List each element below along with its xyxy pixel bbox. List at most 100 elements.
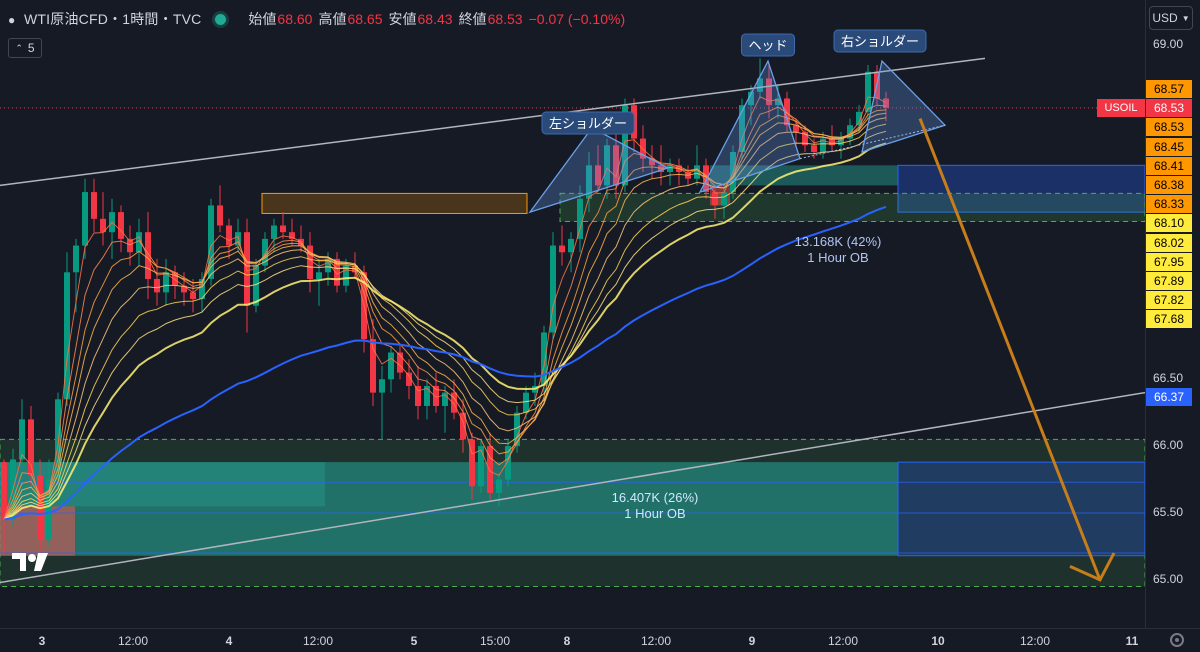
slow-ma-line[interactable]	[3, 205, 887, 521]
candle-body[interactable]	[316, 272, 322, 279]
candle-body[interactable]	[811, 145, 817, 152]
candle-body[interactable]	[856, 111, 862, 126]
candle-body[interactable]	[199, 278, 205, 300]
candle-body[interactable]	[487, 446, 493, 493]
candle-body[interactable]	[766, 78, 772, 106]
candle-body[interactable]	[280, 225, 286, 233]
ema-ribbon-line[interactable]	[3, 112, 887, 520]
candle-body[interactable]	[577, 198, 583, 239]
pattern-triangle[interactable]	[528, 127, 670, 214]
candle-body[interactable]	[118, 212, 124, 239]
candle-body[interactable]	[307, 245, 313, 279]
candle-body[interactable]	[217, 205, 223, 226]
candle-body[interactable]	[433, 385, 439, 406]
candle-body[interactable]	[163, 272, 169, 293]
candle-body[interactable]	[829, 138, 835, 146]
candle-body[interactable]	[388, 352, 394, 380]
candle-body[interactable]	[523, 392, 529, 413]
candle-body[interactable]	[757, 78, 763, 92]
candle-body[interactable]	[1, 462, 7, 520]
candle-body[interactable]	[775, 98, 781, 106]
candle-body[interactable]	[46, 479, 52, 540]
pattern-label-box[interactable]	[741, 33, 795, 57]
candle-body[interactable]	[343, 265, 349, 286]
candle-body[interactable]	[91, 192, 97, 219]
candle-body[interactable]	[604, 145, 610, 186]
trend-channel-line[interactable]	[0, 57, 986, 187]
candle-body[interactable]	[838, 138, 844, 146]
indicators-toggle-button[interactable]: ⌃ 5	[8, 38, 42, 58]
candle-body[interactable]	[136, 232, 142, 253]
candle-body[interactable]	[586, 165, 592, 199]
order-block-lower[interactable]	[0, 462, 898, 556]
candle-body[interactable]	[694, 165, 700, 179]
candle-body[interactable]	[406, 372, 412, 386]
symbol-title[interactable]: WTI原油CFD・1時間・TVC	[24, 11, 202, 27]
candle-body[interactable]	[397, 352, 403, 373]
candle-body[interactable]	[127, 238, 133, 253]
candle-body[interactable]	[19, 419, 25, 460]
ema-ribbon-line[interactable]	[3, 123, 887, 520]
candle-body[interactable]	[289, 232, 295, 239]
order-block-upper[interactable]	[710, 165, 898, 186]
candle-body[interactable]	[370, 339, 376, 393]
supply-zone-orange[interactable]	[261, 192, 528, 214]
candle-body[interactable]	[793, 125, 799, 132]
price-axis[interactable]	[1145, 0, 1200, 628]
candle-body[interactable]	[100, 218, 106, 233]
candle-body[interactable]	[847, 125, 853, 139]
currency-selector[interactable]: USD ▼	[1149, 6, 1193, 30]
candle-body[interactable]	[748, 91, 754, 106]
candle-body[interactable]	[613, 145, 619, 186]
candle-body[interactable]	[802, 131, 808, 146]
candle-body[interactable]	[865, 71, 871, 112]
time-axis[interactable]	[0, 628, 1200, 652]
candle-body[interactable]	[424, 385, 430, 406]
candle-body[interactable]	[244, 232, 250, 306]
pattern-label-box[interactable]	[833, 29, 927, 53]
candle-body[interactable]	[442, 392, 448, 406]
candle-body[interactable]	[73, 245, 79, 273]
ema-ribbon-line[interactable]	[3, 104, 887, 520]
candle-body[interactable]	[739, 105, 745, 152]
trend-channel-line[interactable]	[0, 391, 1145, 584]
candle-body[interactable]	[172, 272, 178, 286]
candle-body[interactable]	[559, 245, 565, 253]
candle-body[interactable]	[379, 379, 385, 393]
ema-ribbon-line[interactable]	[3, 117, 887, 520]
candle-body[interactable]	[415, 385, 421, 406]
candle-body[interactable]	[703, 165, 709, 193]
ema-ribbon-line[interactable]	[3, 142, 887, 521]
candle-body[interactable]	[667, 165, 673, 173]
candle-body[interactable]	[451, 392, 457, 413]
candle-body[interactable]	[649, 158, 655, 166]
candle-body[interactable]	[478, 446, 484, 487]
candle-body[interactable]	[496, 479, 502, 493]
candle-body[interactable]	[55, 399, 61, 480]
candle-body[interactable]	[82, 192, 88, 246]
settings-gear-icon[interactable]	[1170, 633, 1184, 647]
candle-body[interactable]	[235, 232, 241, 246]
candle-body[interactable]	[154, 278, 160, 293]
candle-body[interactable]	[595, 165, 601, 186]
candle-body[interactable]	[226, 225, 232, 246]
candle-body[interactable]	[820, 138, 826, 152]
ema-ribbon-line[interactable]	[3, 109, 887, 520]
candle-body[interactable]	[541, 332, 547, 386]
neckline[interactable]	[799, 124, 946, 160]
candle-body[interactable]	[262, 238, 268, 266]
ema-ribbon-line[interactable]	[3, 96, 887, 520]
candle-body[interactable]	[181, 285, 187, 293]
candle-body[interactable]	[721, 192, 727, 206]
order-block-upper-ext[interactable]	[897, 164, 1145, 213]
candle-body[interactable]	[208, 205, 214, 279]
candle-body[interactable]	[253, 265, 259, 306]
candle-body[interactable]	[568, 238, 574, 253]
candle-body[interactable]	[271, 225, 277, 239]
candle-body[interactable]	[28, 419, 34, 476]
candle-body[interactable]	[514, 412, 520, 447]
candle-body[interactable]	[460, 412, 466, 440]
candle-body[interactable]	[550, 245, 556, 333]
pattern-triangle[interactable]	[698, 59, 801, 194]
